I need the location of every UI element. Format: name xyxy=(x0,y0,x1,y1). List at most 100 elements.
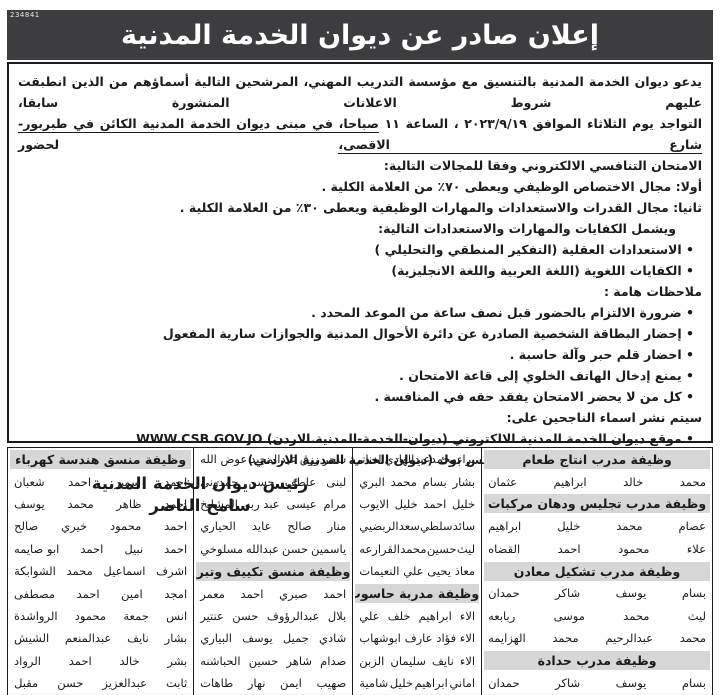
name-part: احمد xyxy=(164,541,188,556)
name-part: صدام xyxy=(320,653,347,668)
competency-item: • الكفايات اللغوية (اللغة العربية واللغة… xyxy=(391,263,694,278)
candidate-name-row: بلال عبدالرؤوف حسن عنتير xyxy=(194,605,352,627)
name-part: علي xyxy=(403,564,424,579)
name-part: بلال xyxy=(327,608,347,623)
name-part: محمود xyxy=(74,608,107,623)
name-part: عبدالهادي xyxy=(384,452,431,467)
name-part: احمد xyxy=(323,586,347,601)
name-part: محمد xyxy=(400,541,427,556)
candidate-name-row: خليل احمد خليل الايوب xyxy=(353,493,481,515)
name-part: نايف xyxy=(127,631,149,646)
name-part: الاء xyxy=(459,653,476,668)
name-part: الرواد xyxy=(14,653,41,668)
candidate-name-row: اشرف اسماعيل محمد الشوابكة xyxy=(8,560,193,582)
name-part: الشوابكة xyxy=(14,564,56,579)
name-part: ابراهيم xyxy=(414,676,448,691)
candidate-name-row: بشار نايف عبدالمنعم الشيش xyxy=(8,627,193,649)
name-part: محمد xyxy=(390,474,417,489)
name-part: محمد xyxy=(623,608,650,623)
table-column: وظيفة مدرب انتاج طعام محمد خالد ابراهيم عثما… xyxy=(481,448,712,695)
name-part: بشار xyxy=(164,631,188,646)
name-part: جميل xyxy=(282,631,309,646)
notes-title: ملاحظات هامة : xyxy=(603,284,702,299)
name-part: الحياري xyxy=(200,519,236,534)
name-part: خالد xyxy=(119,653,140,668)
name-part: علي xyxy=(359,608,380,623)
publish-title: سيتم نشر اسماء الناجحين على: xyxy=(506,410,702,425)
name-part: خليل xyxy=(557,519,581,534)
name-part: موسى xyxy=(553,608,585,623)
name-part: عيسى xyxy=(286,496,317,511)
name-part: يوسف xyxy=(615,586,647,601)
name-part: جمعة xyxy=(123,608,149,623)
name-part: ليث xyxy=(456,541,476,556)
note-item: • إحضار البطاقة الشخصية الصادرة عن دائرة… xyxy=(162,326,694,341)
candidate-name-row: احمد ظاهر محمد يوسف xyxy=(8,493,193,515)
name-part: لبنى xyxy=(326,474,347,489)
job-title-header: وظيفة منسق تكييف وتبريد xyxy=(196,561,351,581)
signature-block: رئيس ديوان الخدمة المدنية سامح الناصر xyxy=(70,473,330,517)
name-part: يحيى xyxy=(427,564,451,579)
candidate-name-row: بشار بسام محمد البري xyxy=(353,470,481,492)
name-part: ياسمين xyxy=(311,541,347,556)
name-part: صهيب xyxy=(316,676,347,691)
name-part: محمد xyxy=(67,496,94,511)
name-part: عنتير xyxy=(200,608,224,623)
table-column: سحر رزق عبدالمجيد عوض الله لبنى عاطف حسن حمدوني… xyxy=(193,448,352,695)
name-part: معمر xyxy=(200,586,225,601)
note-item: • كل من لا يحضر الامتحان يفقد حقه في الم… xyxy=(374,389,694,404)
name-part: احمد xyxy=(164,519,188,534)
name-part: عبدالله xyxy=(246,541,280,556)
name-part: محمد xyxy=(66,564,93,579)
name-part: اسماعيل xyxy=(103,564,146,579)
job-title-header: وظيفة مدرب تشكيل معادن xyxy=(484,561,710,581)
name-part: عبدالرحيم xyxy=(605,631,654,646)
name-part: علاء xyxy=(686,541,706,556)
name-part: نبيل xyxy=(124,541,144,556)
candidate-name-row: بسام يوسف شاكر حمدان xyxy=(482,672,712,694)
name-part: حسين xyxy=(426,541,457,556)
publish-item-website: • موقع ديوان الخدمة المدنية الالكتروني (… xyxy=(136,431,694,446)
candidate-name-row: انس جمعة محمود الرواشدة xyxy=(8,605,193,627)
name-part: خليل xyxy=(451,496,476,511)
name-part: خليل xyxy=(394,496,418,511)
name-part: القضاه xyxy=(488,541,521,556)
name-part: يوسف xyxy=(242,631,273,646)
name-part: حسن xyxy=(281,541,309,556)
candidate-name-row: صدام شاهر حسين الحباشنه xyxy=(194,650,352,672)
includes-line: ويشمل الكفايات والمهارات والاستعدادات ال… xyxy=(378,221,676,236)
name-part: امجد xyxy=(164,586,188,601)
name-part: ليث xyxy=(687,608,706,623)
name-part: انس xyxy=(166,608,188,623)
name-part: يوسف xyxy=(14,496,45,511)
name-part: امين xyxy=(121,586,143,601)
name-part: محمد xyxy=(616,519,643,534)
candidate-name-row: الاء فؤاد عارف ابوشهاب xyxy=(353,627,481,649)
name-part: احمد xyxy=(557,541,581,556)
candidate-name-row: سائد سلطي سعد الربضيي xyxy=(353,515,481,537)
name-part: حمدان xyxy=(488,586,520,601)
name-part: الاء xyxy=(459,631,476,646)
candidate-name-row: مرام عيسى عبد ربه المشايخ xyxy=(194,493,352,515)
name-part: عثمان xyxy=(488,474,518,489)
name-part: فؤاد xyxy=(436,631,457,646)
name-part: محمد xyxy=(430,452,457,467)
name-part: الرواشدة xyxy=(14,608,58,623)
name-part: خليل xyxy=(389,676,413,691)
candidate-name-row: الاء نايف سليمان الزبن xyxy=(353,650,481,672)
name-part: براء xyxy=(456,452,476,467)
name-part: صالح xyxy=(14,519,39,534)
name-part: ابو صايمه xyxy=(14,541,60,556)
name-part: بسام xyxy=(681,676,706,691)
name-part: ثابت xyxy=(165,676,188,691)
candidate-name-row: الاء ابراهيم خلف علي xyxy=(353,605,481,627)
name-part: احمد xyxy=(164,496,188,511)
name-part: النعيمات xyxy=(359,564,400,579)
name-part: سائد xyxy=(452,519,476,534)
intro-line-2-underlined: صباحا، في مبنى ديوان الخدمة المدنية الكا… xyxy=(18,116,702,154)
name-part: ربابعه xyxy=(488,608,516,623)
name-part: عبدالمنعم xyxy=(64,631,112,646)
name-part: الايوب xyxy=(359,496,389,511)
name-part: احمد xyxy=(76,586,100,601)
name-part: شاكر xyxy=(555,676,581,691)
